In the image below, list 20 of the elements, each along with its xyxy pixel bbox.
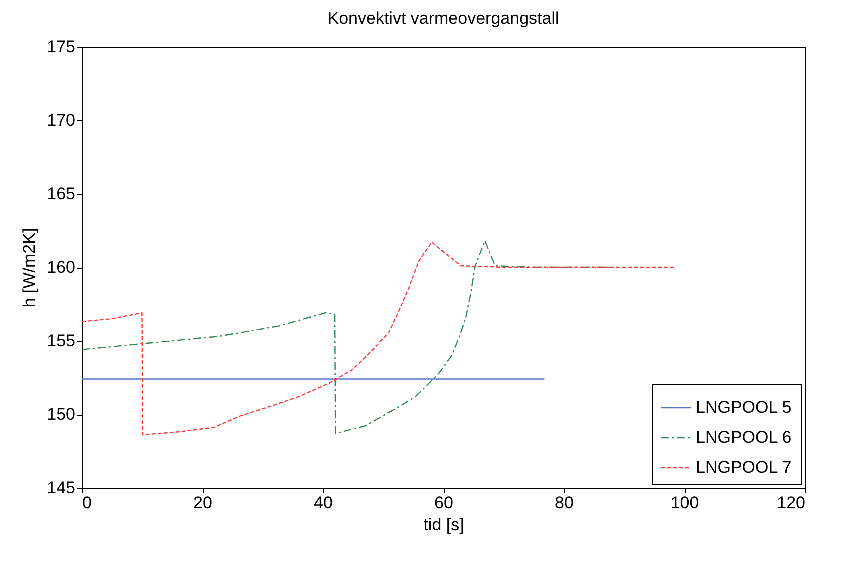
y-tick-label: 155 [47,332,76,350]
y-tick-label: 165 [47,184,76,204]
legend-label: LNGPOOL 6 [696,428,792,447]
x-tick-label: 100 [670,494,700,512]
x-tick-label: 0 [82,494,92,512]
x-tick-label: 20 [194,494,212,512]
y-axis-title: h [W/m2K] [20,228,40,308]
x-tick-label: 120 [777,494,806,512]
x-tick-label: 40 [314,494,333,512]
y-tick-label: 170 [47,111,76,130]
y-tick-label: 175 [47,38,76,56]
chart-title: Konvektivt varmeovergangstall [328,9,560,28]
legend-label: LNGPOOL 5 [696,398,792,417]
y-tick-label: 150 [47,405,76,424]
x-tick-label: 80 [555,494,574,512]
x-tick-label: 60 [434,494,454,512]
x-axis-title: tid [s] [424,516,464,534]
y-tick-label: 160 [47,258,76,277]
y-tick-label: 145 [47,478,76,498]
legend-label: LNGPOOL 7 [696,458,792,477]
